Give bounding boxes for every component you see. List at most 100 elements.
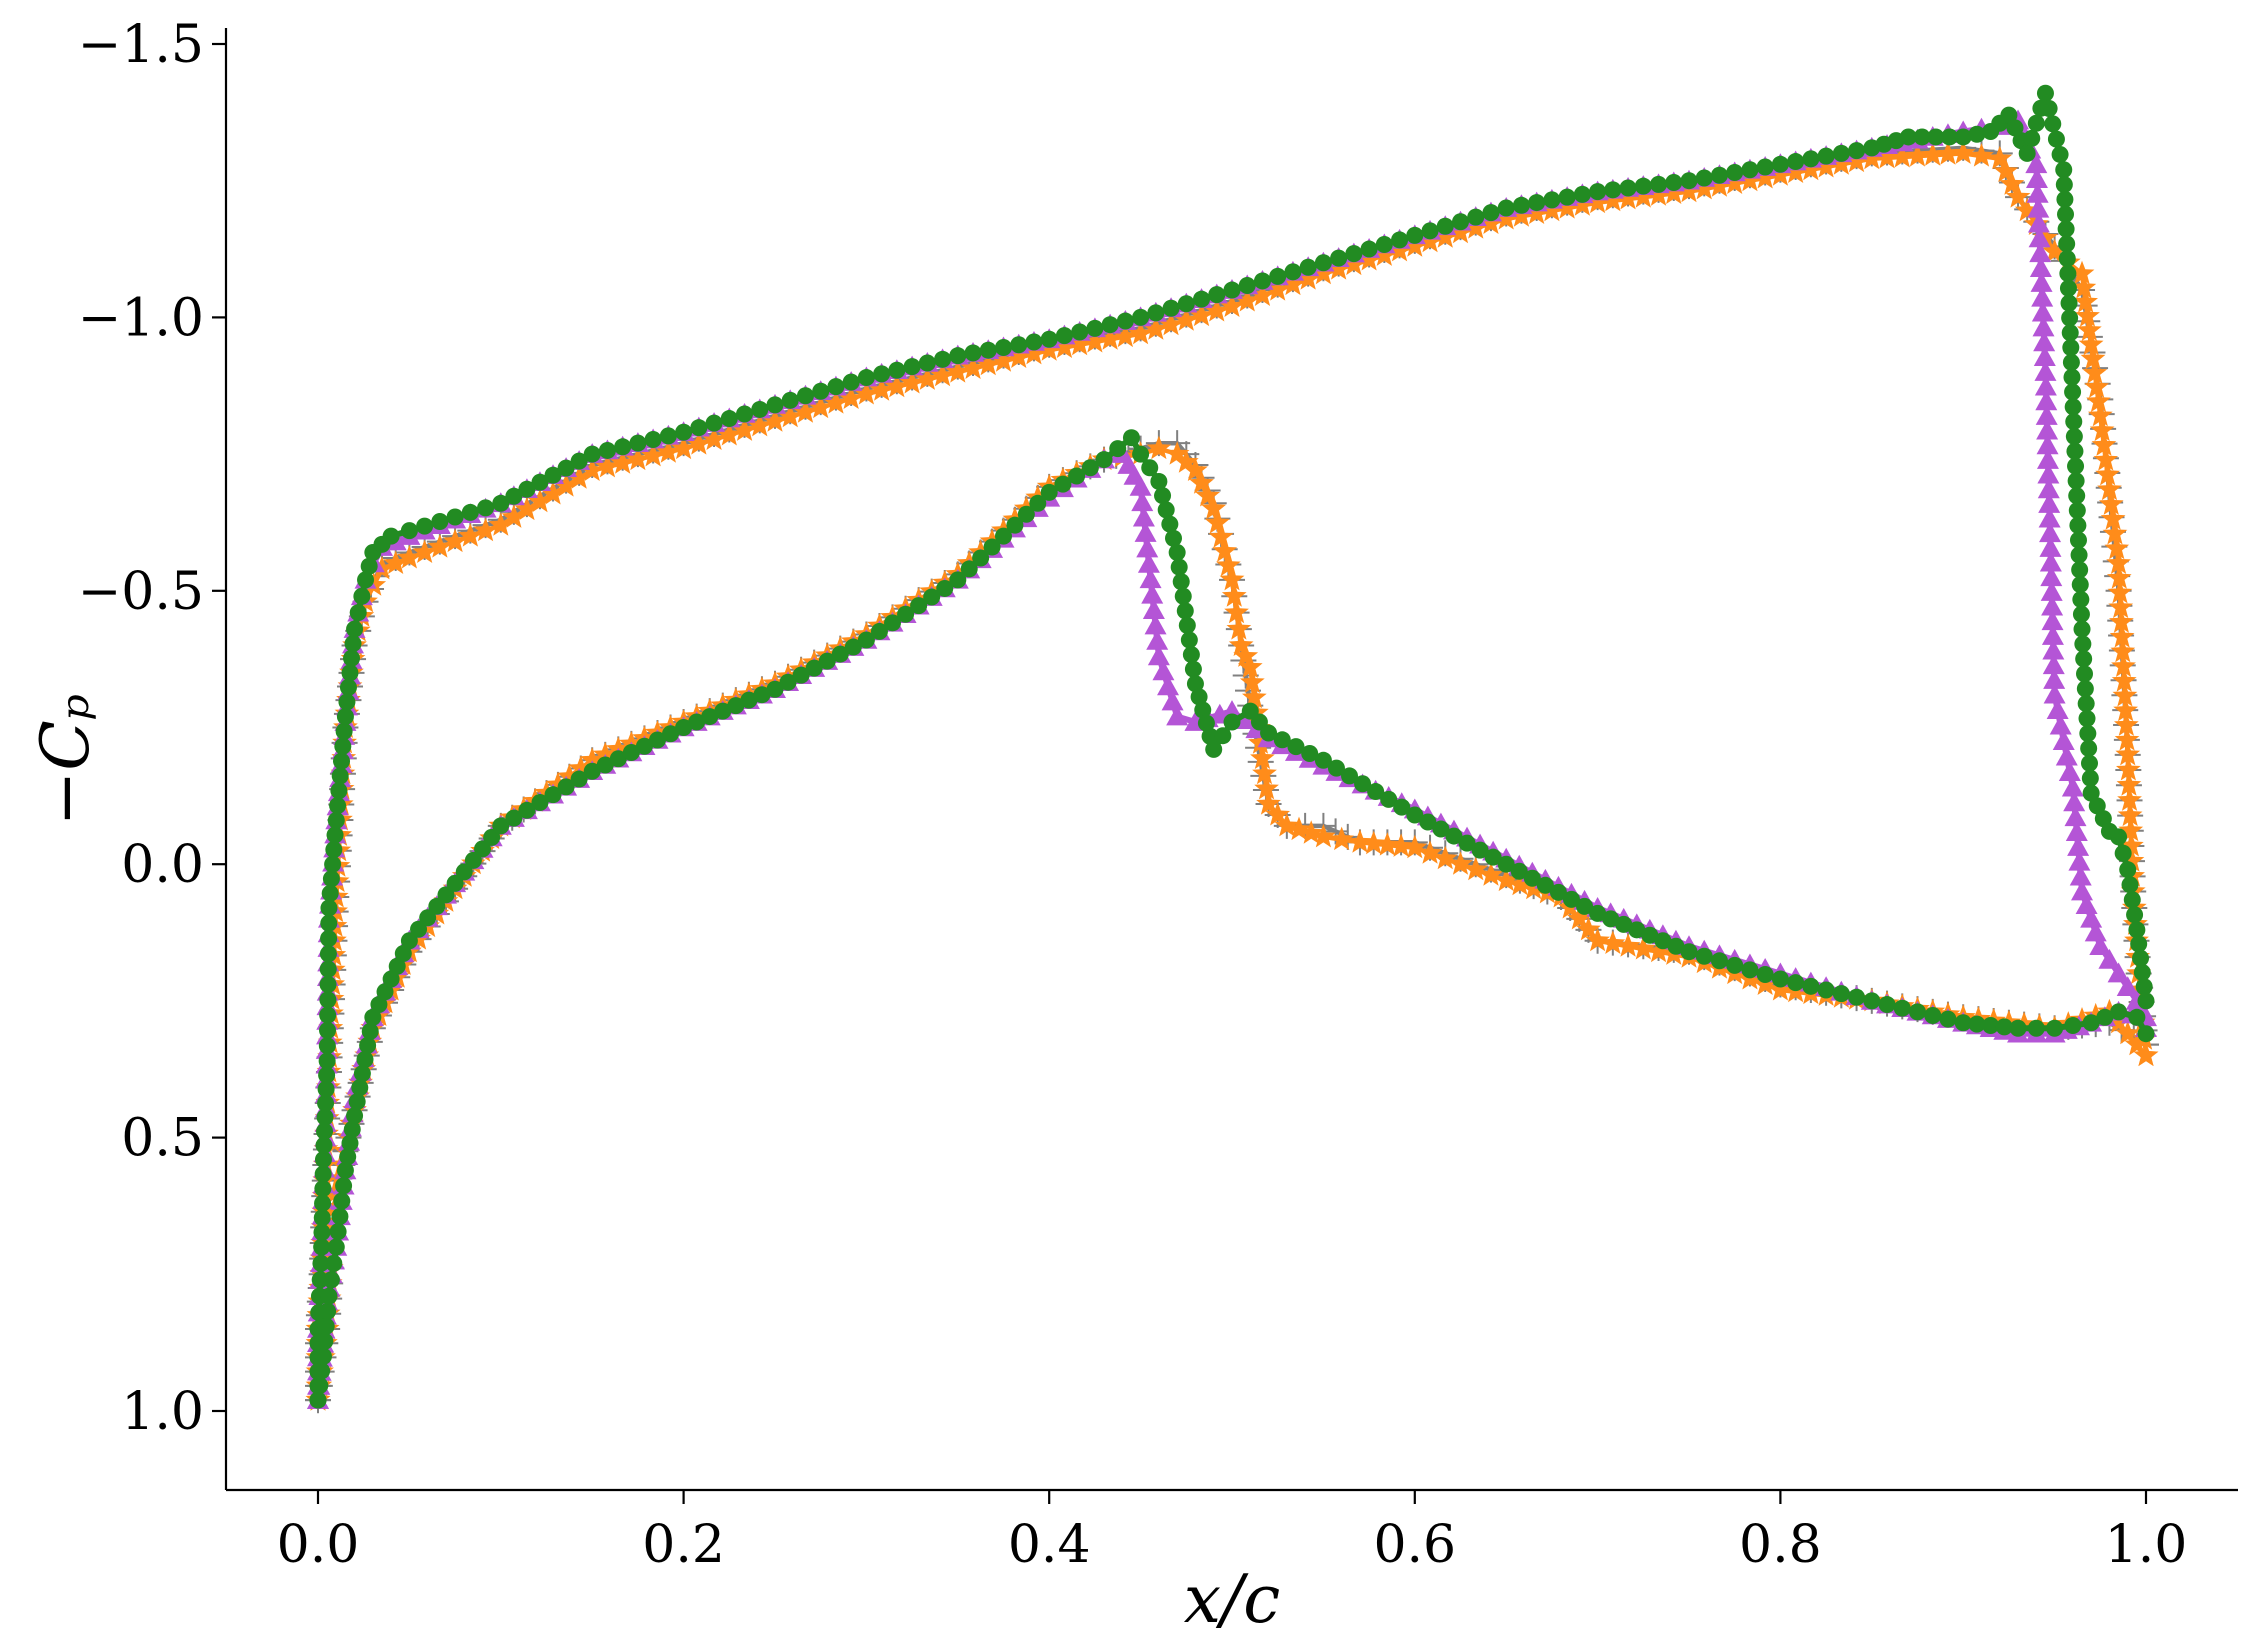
data-point [2036,84,2054,102]
data-point [736,405,754,423]
data-point [1223,281,1241,299]
data-point [2018,144,2036,162]
data-point [2078,331,2104,356]
data-point [334,737,352,755]
data-point [313,1362,331,1380]
data-point [2074,635,2092,653]
data-point [1391,231,1409,249]
data-point [2040,581,2063,601]
data-point [2061,324,2079,342]
data-point [412,539,437,563]
data-point [1567,905,1592,930]
data-point [793,399,818,423]
data-point [1311,823,1336,848]
data-point [1393,798,1411,816]
data-point [1157,675,1180,696]
data-point [336,1161,354,1179]
data-point [2114,712,2139,736]
data-point [1798,156,1824,181]
data-point [2082,360,2108,384]
data-point [614,438,632,456]
data-point [2036,434,2059,455]
data-point [1347,829,1373,853]
data-point [2109,609,2134,633]
data-point [625,446,651,471]
data-point [2111,653,2136,677]
data-point [716,422,742,446]
data-point [648,731,666,749]
data-point [331,767,349,785]
data-point [501,504,527,528]
data-point [583,762,601,780]
data-point [2094,810,2112,828]
data-point [2075,894,2098,915]
data-point [431,513,449,531]
data-point [1036,337,1062,361]
data-point [2089,935,2112,956]
data-point [1195,483,1220,507]
data-point [1174,587,1192,605]
data-point [1180,631,1198,649]
data-point [336,708,354,726]
data-point [1661,180,1687,204]
data-point [2061,776,2084,797]
data-point [2071,880,2094,901]
data-point [1554,195,1580,219]
data-point [1999,171,2025,195]
data-point [2132,949,2150,967]
data-point [1634,177,1652,195]
data-point [1402,834,1428,859]
data-point [1482,204,1500,222]
data-point [701,708,719,726]
data-point [1131,491,1154,512]
data-point [1021,340,1047,365]
data-point [1274,812,1300,837]
data-point [1299,258,1317,276]
data-point [1233,643,1259,667]
data-point [2095,461,2120,486]
x-tick-label: 0.6 [1373,1515,1456,1575]
data-point [635,737,653,755]
data-point [1905,143,1930,167]
y-tick-label: 0.0 [121,835,204,895]
data-point [1109,440,1127,458]
data-point [2057,220,2075,238]
data-point [2033,346,2056,367]
data-point [2057,205,2075,223]
data-point [339,1148,357,1166]
data-point [1116,312,1134,330]
y-tick-label: 1.0 [121,1382,204,1442]
data-point [2058,761,2081,781]
data-point [2084,374,2109,398]
y-tick-label: −1.0 [78,288,204,348]
data-point [609,750,627,768]
data-point [1356,247,1382,271]
data-point [1920,142,1946,166]
data-point [1478,210,1504,234]
data-point [2106,550,2131,574]
data-point [622,743,640,761]
data-point [1570,192,1595,216]
data-point [1136,537,1159,558]
data-point [1419,813,1437,831]
data-point [1147,304,1165,322]
data-point [945,359,971,383]
data-point [2087,402,2113,427]
data-point [1817,147,1835,165]
data-point [518,480,536,498]
data-point [1802,150,1820,168]
data-point [446,508,464,526]
data-point [1067,331,1092,356]
data-point [394,945,412,963]
data-point [869,377,894,401]
data-point [762,408,788,432]
data-point [320,1287,338,1305]
data-point [2000,106,2018,124]
data-point [1189,302,1214,327]
data-point [1667,937,1685,955]
data-point [1848,142,1866,160]
data-point [1445,827,1463,845]
data-point [2030,272,2053,292]
data-point [1128,320,1153,345]
data-point [400,522,418,540]
